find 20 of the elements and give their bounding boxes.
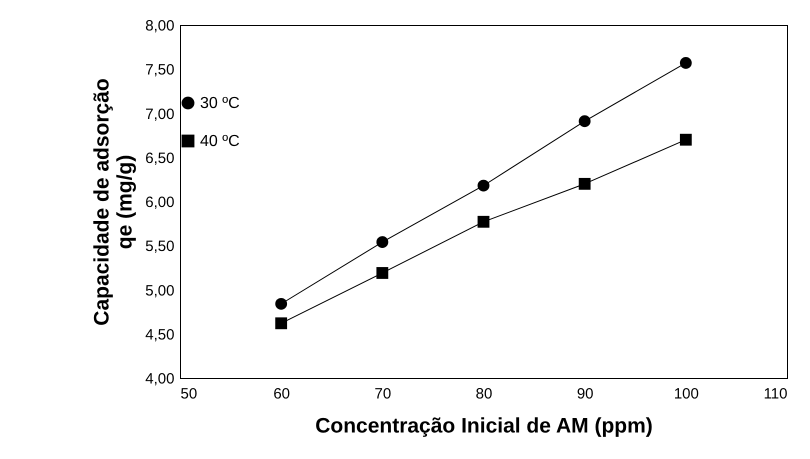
y-tick-label: 4,00 xyxy=(145,370,174,388)
y-tick-label: 5,50 xyxy=(145,238,174,256)
x-tick-label: 70 xyxy=(374,386,392,402)
y-tick-label: 7,50 xyxy=(145,62,174,79)
x-tick-label: 80 xyxy=(476,386,492,402)
y-tick-label: 7,00 xyxy=(145,106,174,123)
y-tick-label: 5,00 xyxy=(145,282,174,300)
y-axis-title: Capacidade de adsorção qe (mg/g) xyxy=(90,78,136,326)
y-tick-label: 4,50 xyxy=(145,326,174,344)
x-tick-label: 90 xyxy=(576,386,594,402)
y-tick-label: 6,00 xyxy=(145,194,174,211)
x-tick-label: 60 xyxy=(273,386,290,402)
x-tick-label: 110 xyxy=(764,386,788,402)
x-tick-label: 50 xyxy=(180,386,198,402)
y-tick-label: 6,50 xyxy=(145,150,174,167)
legend-label: 40 ºC xyxy=(200,133,240,150)
x-tick-label: 100 xyxy=(674,386,699,402)
legend-label: 30 ºC xyxy=(200,95,240,112)
y-tick-label: 8,00 xyxy=(145,18,174,34)
x-axis-title: Concentração Inicial de AM (ppm) xyxy=(315,414,653,438)
